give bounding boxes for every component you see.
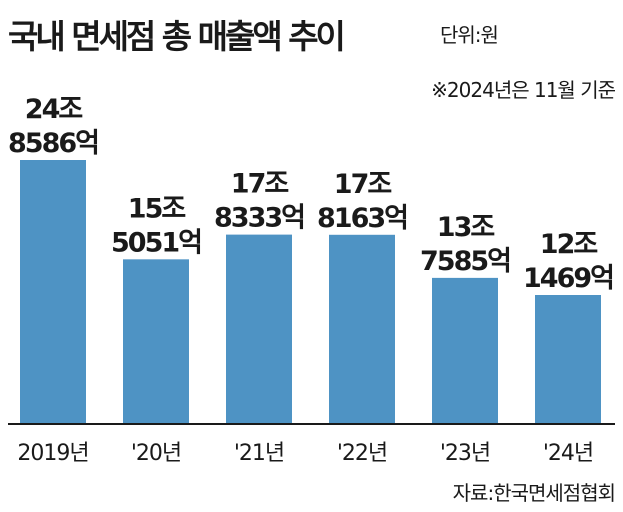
bar-4: [432, 277, 498, 424]
bar-2: [226, 234, 292, 424]
value-label-4-1: 7585억: [420, 246, 510, 277]
value-label-0-1: 8586억: [8, 128, 98, 159]
chart-title: 국내 면세점 총 매출액 추이: [8, 17, 346, 56]
value-label-1-1: 5051억: [111, 227, 201, 258]
value-label-2-0: 17조: [231, 169, 289, 200]
bars-group: [20, 160, 601, 424]
value-label-2-1: 8333억: [214, 203, 304, 234]
x-tick-label-2: '21년: [234, 441, 284, 466]
x-tick-label-5: '24년: [543, 441, 593, 466]
x-tick-labels-group: 2019년 '20년 '21년 '22년 '23년 '24년: [17, 441, 594, 466]
footnote: ※2024년은 11월 기준: [431, 78, 616, 102]
value-label-4-0: 13조: [437, 212, 495, 243]
value-label-5-0: 12조: [540, 229, 598, 260]
bar-5: [535, 294, 601, 424]
bar-1: [123, 259, 189, 424]
value-label-5-1: 1469억: [523, 263, 613, 294]
x-tick-label-3: '22년: [337, 441, 387, 466]
bar-0: [20, 160, 86, 424]
value-label-3-1: 8163억: [317, 203, 407, 234]
x-tick-label-4: '23년: [440, 441, 490, 466]
unit-label: 단위:원: [440, 23, 499, 47]
x-tick-label-1: '20년: [131, 441, 181, 466]
value-label-1-0: 15조: [128, 193, 186, 224]
source-note: 자료:한국면세점협회: [452, 481, 616, 505]
x-tick-label-0: 2019년: [17, 441, 88, 466]
value-label-0-0: 24조: [25, 94, 83, 125]
bar-3: [329, 234, 395, 424]
value-label-3-0: 17조: [334, 169, 392, 200]
